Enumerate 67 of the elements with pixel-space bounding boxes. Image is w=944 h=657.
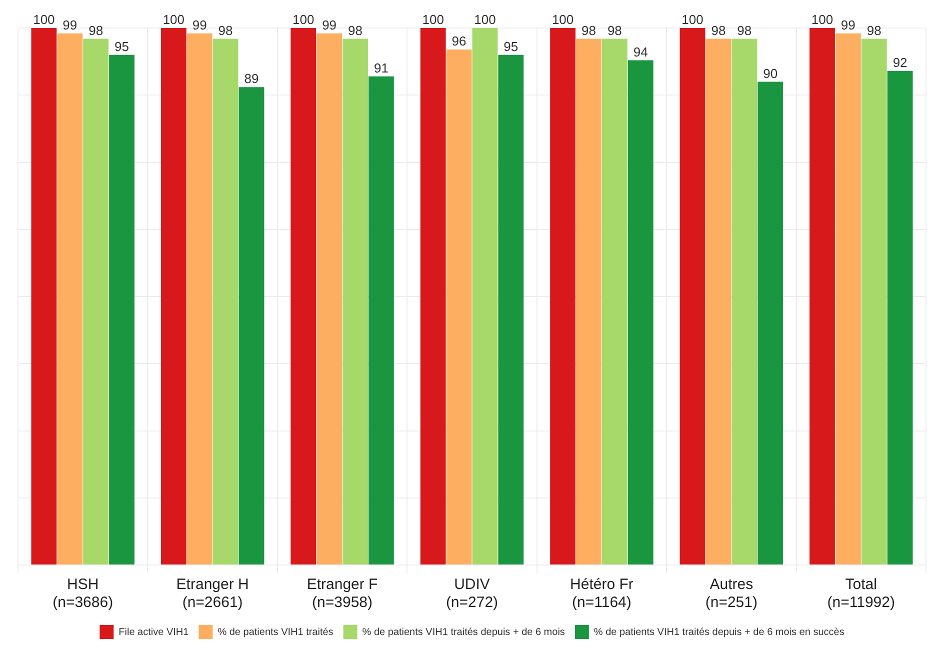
- data-label: 98: [737, 22, 752, 38]
- bar: [680, 28, 706, 564]
- data-label: 92: [892, 55, 908, 70]
- data-label: 98: [866, 22, 882, 38]
- data-label: 100: [474, 12, 496, 28]
- bar: [420, 28, 446, 564]
- bar: [160, 28, 186, 564]
- bar: [290, 28, 316, 564]
- data-label: 100: [33, 12, 55, 28]
- bar: [238, 87, 264, 564]
- x-tick-label: Total (n=11992): [827, 576, 895, 612]
- data-label: 94: [633, 44, 648, 60]
- legend-label: % de patients VIH1 traités depuis + de 6 mois: [362, 626, 565, 638]
- x-tick-label: Hétéro Fr (n=1164): [570, 576, 634, 612]
- data-label: 100: [682, 12, 704, 28]
- bar: [861, 38, 887, 564]
- data-label: 89: [244, 71, 259, 86]
- bar: [706, 38, 732, 564]
- x-tick-label: Autres (n=251): [705, 576, 758, 612]
- data-label: 91: [374, 60, 388, 76]
- data-label: 99: [62, 17, 78, 32]
- data-label: 96: [452, 34, 466, 49]
- data-label: 100: [811, 12, 834, 28]
- x-tick-label: UDIV (n=272): [446, 576, 498, 612]
- bar: [368, 76, 394, 564]
- bar: [31, 28, 57, 564]
- data-label: 100: [552, 12, 574, 28]
- bar: [835, 33, 861, 564]
- bar: [602, 38, 628, 564]
- data-label: 98: [582, 22, 596, 38]
- bar: [887, 70, 913, 564]
- data-label: 98: [218, 22, 233, 38]
- legend-label: File active VIH1: [118, 626, 190, 638]
- bar: [550, 28, 576, 564]
- data-label: 99: [192, 17, 207, 32]
- data-label: 99: [322, 17, 337, 32]
- bar: [498, 54, 524, 564]
- x-tick-label: Etranger H (n=2661): [176, 576, 249, 612]
- data-label: 99: [840, 17, 856, 32]
- data-label: 98: [711, 22, 726, 38]
- data-label: 98: [348, 22, 362, 38]
- x-tick-label: HSH (n=3686): [52, 576, 114, 612]
- bar: [446, 49, 472, 564]
- legend-label: % de patients VIH1 traités: [218, 626, 334, 638]
- bar: [576, 38, 602, 564]
- data-label: 100: [162, 12, 185, 28]
- bar: [732, 38, 758, 564]
- bar: [186, 33, 212, 564]
- x-tick-label: Etranger F (n=3958): [306, 576, 378, 612]
- data-label: 98: [607, 22, 622, 38]
- bar: [83, 38, 109, 564]
- bar: [109, 54, 134, 564]
- legend-label: % de patients VIH1 traités depuis + de 6 mois en succès: [594, 626, 844, 638]
- data-label: 95: [114, 38, 130, 54]
- bar: [316, 33, 342, 564]
- bar: [810, 28, 835, 564]
- data-label: 90: [763, 66, 778, 81]
- bar: [758, 82, 784, 564]
- data-label: 95: [504, 38, 518, 54]
- data-label: 100: [422, 12, 444, 28]
- bar: [342, 38, 368, 564]
- bar: [472, 28, 498, 564]
- bar: [57, 33, 83, 564]
- data-label: 100: [292, 12, 314, 28]
- bar: [628, 60, 654, 564]
- bar: [212, 38, 238, 564]
- data-label: 98: [88, 22, 104, 38]
